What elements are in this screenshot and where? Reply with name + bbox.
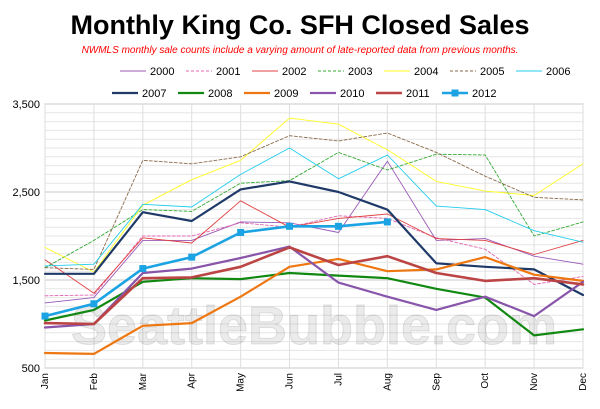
- legend-label-2009: 2009: [274, 88, 298, 100]
- data-point-2012: [286, 222, 294, 230]
- series-line-2006: [44, 147, 584, 267]
- chart-title: Monthly King Co. SFH Closed Sales: [70, 10, 529, 40]
- data-point-2012: [139, 265, 147, 273]
- legend-label-2011: 2011: [406, 88, 430, 100]
- x-tick-label: Nov: [529, 373, 540, 391]
- y-tick-label: 1,500: [12, 275, 40, 287]
- data-point-2012: [334, 222, 342, 230]
- series-line-2005: [44, 132, 584, 270]
- x-tick-label: Jun: [285, 373, 296, 389]
- data-point-2012: [383, 218, 391, 226]
- series-line-2009: [43, 256, 585, 355]
- series-line-2002: [44, 200, 584, 294]
- legend-label-2006: 2006: [546, 66, 570, 78]
- data-point-2012: [90, 300, 98, 308]
- y-tick-label: 500: [22, 363, 40, 375]
- series-line-2011: [43, 246, 585, 326]
- legend-label-2001: 2001: [216, 66, 240, 78]
- legend-marker-2012: [451, 89, 459, 97]
- legend-label-2012: 2012: [472, 88, 496, 100]
- series-line-2000: [44, 160, 584, 304]
- series-line-2004: [44, 117, 584, 273]
- y-tick-label: 3,500: [12, 99, 40, 111]
- legend-label-2002: 2002: [282, 66, 306, 78]
- series-line-2007: [43, 180, 585, 297]
- x-tick-label: May: [236, 373, 247, 392]
- x-tick-label: Mar: [138, 372, 149, 390]
- x-tick-label: Aug: [382, 373, 393, 391]
- x-tick-label: Apr: [187, 372, 198, 388]
- legend-label-2005: 2005: [480, 66, 504, 78]
- data-point-2012: [188, 253, 196, 261]
- x-tick-label: Jul: [333, 373, 344, 386]
- legend-label-2007: 2007: [142, 88, 166, 100]
- legend: 2000 2001 2002 2003 2004 2005 2006 2007 2008 2009…: [112, 66, 570, 100]
- legend-label-2003: 2003: [348, 66, 372, 78]
- series-line-2003: [44, 151, 584, 269]
- x-tick-label: Feb: [89, 373, 100, 391]
- x-tick-label: Jan: [40, 373, 51, 389]
- x-tick-label: Oct: [480, 373, 491, 389]
- x-tick-label: Sep: [431, 373, 442, 391]
- data-point-2012: [237, 228, 245, 236]
- legend-label-2010: 2010: [340, 88, 364, 100]
- series-line-2001: [44, 215, 584, 297]
- data-point-2012: [41, 312, 49, 320]
- series-line-2010: [43, 245, 585, 329]
- legend-label-2008: 2008: [208, 88, 232, 100]
- series-line-2012: [43, 220, 389, 318]
- legend-label-2000: 2000: [150, 66, 174, 78]
- legend-label-2004: 2004: [414, 66, 438, 78]
- x-tick-label: Dec: [578, 373, 589, 391]
- y-tick-label: 2,500: [12, 187, 40, 199]
- chart-subtitle: NWMLS monthly sale counts include a vary…: [82, 45, 519, 56]
